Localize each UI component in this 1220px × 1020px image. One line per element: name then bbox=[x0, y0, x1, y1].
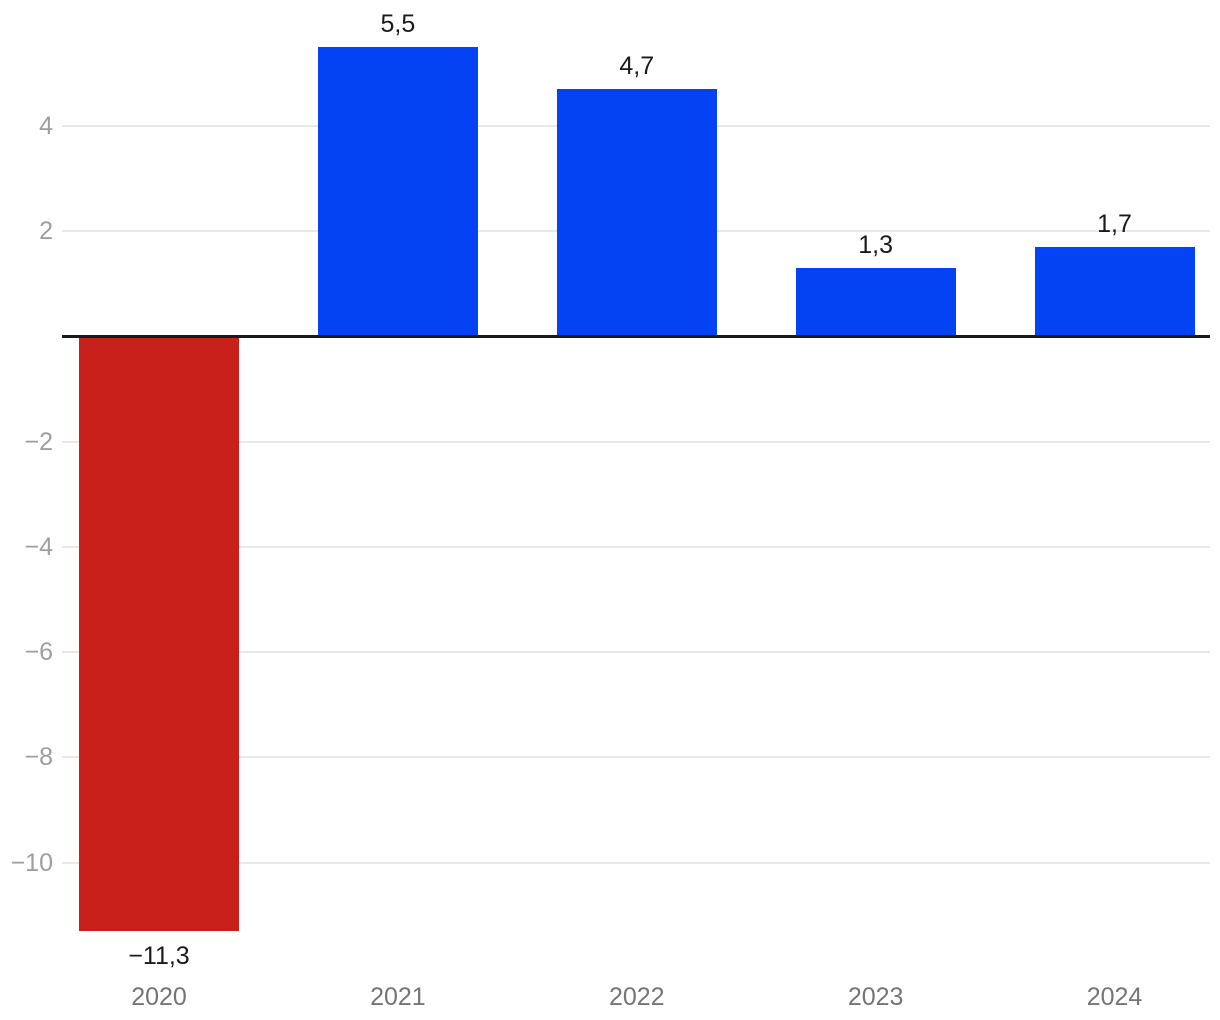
y-tick-label-neg6: −6 bbox=[24, 638, 53, 667]
x-label-2024: 2024 bbox=[1086, 983, 1143, 1011]
bar-2021[interactable] bbox=[317, 47, 478, 337]
x-label-2020: 2020 bbox=[131, 983, 187, 1011]
x-label-2021: 2021 bbox=[370, 983, 426, 1011]
value-label-2024: 1,7 bbox=[1097, 210, 1132, 239]
x-axis-baseline bbox=[62, 335, 1210, 338]
value-label-2023: 1,3 bbox=[858, 231, 893, 260]
y-tick-label-4: 4 bbox=[39, 112, 53, 141]
y-tick-label-neg10: −10 bbox=[10, 848, 53, 877]
bar-2020[interactable] bbox=[79, 336, 239, 931]
y-tick-label-neg8: −8 bbox=[24, 743, 53, 772]
gridline-neg8 bbox=[62, 756, 1210, 759]
x-label-2022: 2022 bbox=[608, 983, 665, 1011]
bar-2022[interactable] bbox=[556, 89, 717, 337]
x-label-2023: 2023 bbox=[847, 983, 904, 1011]
value-label-2021: 5,5 bbox=[380, 10, 416, 39]
y-tick-label-neg4: −4 bbox=[24, 532, 53, 561]
value-label-2020: −11,3 bbox=[128, 941, 190, 970]
gridline-neg6 bbox=[62, 651, 1210, 654]
gridline-neg4 bbox=[62, 545, 1210, 548]
bar-2024[interactable] bbox=[1034, 247, 1195, 337]
bar-2023[interactable] bbox=[795, 268, 956, 337]
value-label-2022: 4,7 bbox=[619, 52, 655, 81]
gridline-neg10 bbox=[62, 861, 1210, 864]
gridline-neg2 bbox=[62, 440, 1210, 443]
y-tick-label-2: 2 bbox=[39, 217, 53, 246]
y-tick-label-neg2: −2 bbox=[24, 427, 53, 456]
